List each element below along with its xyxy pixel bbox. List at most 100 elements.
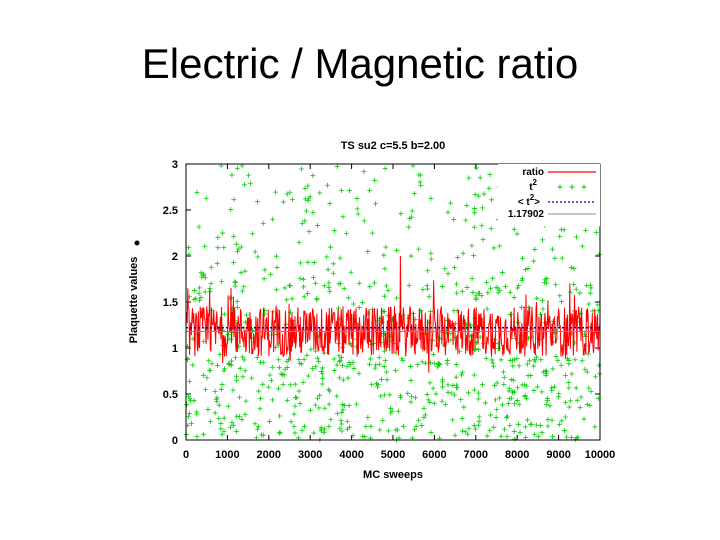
legend-swatch-t2: [557, 184, 587, 190]
t2-point: [516, 401, 522, 407]
t2-point: [356, 370, 362, 376]
t2-point: [239, 288, 245, 294]
t2-point: [272, 189, 278, 195]
t2-point: [494, 380, 500, 386]
legend-point: [581, 184, 587, 190]
t2-point: [445, 271, 451, 277]
t2-point: [433, 391, 439, 397]
t2-point: [219, 432, 225, 438]
t2-point: [498, 357, 504, 363]
t2-point: [381, 392, 387, 398]
t2-point: [445, 209, 451, 215]
t2-point: [479, 223, 485, 229]
t2-point: [480, 205, 486, 211]
t2-point: [369, 382, 375, 388]
t2-point: [365, 249, 371, 255]
legend-label-mean-t2: < t2>: [518, 193, 540, 208]
t2-point: [562, 414, 568, 420]
t2-point: [310, 210, 316, 216]
t2-point: [577, 405, 583, 411]
t2-point: [430, 385, 436, 391]
t2-point: [202, 289, 208, 295]
t2-point: [339, 410, 345, 416]
t2-point: [485, 290, 491, 296]
t2-point: [346, 188, 352, 194]
t2-point: [394, 427, 400, 433]
t2-point: [292, 403, 298, 409]
t2-point: [228, 358, 234, 364]
t2-point: [488, 285, 494, 291]
t2-point: [473, 426, 479, 432]
t2-point: [209, 361, 215, 367]
t2-point: [282, 285, 288, 291]
t2-point: [593, 374, 599, 380]
t2-point: [373, 201, 379, 207]
t2-point: [409, 208, 415, 214]
t2-point: [559, 418, 565, 424]
t2-point: [555, 358, 561, 364]
t2-point: [472, 206, 478, 212]
t2-point: [297, 401, 303, 407]
t2-point: [255, 254, 261, 260]
t2-point: [225, 403, 231, 409]
t2-point: [444, 358, 450, 364]
t2-point: [483, 356, 489, 362]
t2-point: [325, 267, 331, 273]
t2-point: [581, 416, 587, 422]
t2-point: [258, 432, 264, 438]
t2-point: [506, 401, 512, 407]
t2-point: [247, 180, 253, 186]
t2-point: [354, 195, 360, 201]
t2-point: [515, 385, 521, 391]
t2-point: [326, 423, 332, 429]
t2-point: [228, 207, 234, 213]
t2-point: [356, 280, 362, 286]
t2-point: [527, 358, 533, 364]
t2-point: [510, 363, 516, 369]
y-tick-label: 0.5: [163, 389, 178, 401]
t2-point: [221, 245, 227, 251]
t2-point: [314, 355, 320, 361]
t2-point: [415, 362, 421, 368]
t2-point: [268, 378, 274, 384]
t2-point: [311, 260, 317, 266]
t2-point: [193, 295, 199, 301]
t2-point: [525, 373, 531, 379]
t2-point: [588, 388, 594, 394]
t2-point: [460, 250, 466, 256]
t2-point: [344, 418, 350, 424]
t2-point: [479, 293, 485, 299]
t2-point: [302, 218, 308, 224]
t2-point: [507, 312, 513, 318]
t2-point: [430, 351, 436, 357]
t2-point: [559, 255, 565, 261]
t2-point: [196, 285, 202, 291]
t2-point: [550, 433, 556, 439]
t2-point: [477, 290, 483, 296]
t2-point: [313, 348, 319, 354]
t2-point: [315, 395, 321, 401]
t2-point: [345, 295, 351, 301]
t2-point: [186, 251, 192, 257]
t2-point: [367, 361, 373, 367]
t2-point: [245, 172, 251, 178]
t2-point: [242, 268, 248, 274]
t2-point: [556, 391, 562, 397]
t2-point: [543, 402, 549, 408]
t2-point: [504, 413, 510, 419]
t2-point: [234, 413, 240, 419]
t2-point: [440, 379, 446, 385]
t2-point: [419, 422, 425, 428]
t2-point: [321, 283, 327, 289]
t2-point: [514, 355, 520, 361]
t2-point: [324, 254, 330, 260]
t2-point: [320, 375, 326, 381]
t2-point: [274, 265, 280, 271]
t2-point: [322, 405, 328, 411]
t2-point: [481, 191, 487, 197]
t2-point: [234, 377, 240, 383]
t2-point: [275, 386, 281, 392]
chart-title: TS su2 c=5.5 b=2.00: [341, 140, 446, 152]
t2-point: [442, 402, 448, 408]
t2-point: [328, 244, 334, 250]
